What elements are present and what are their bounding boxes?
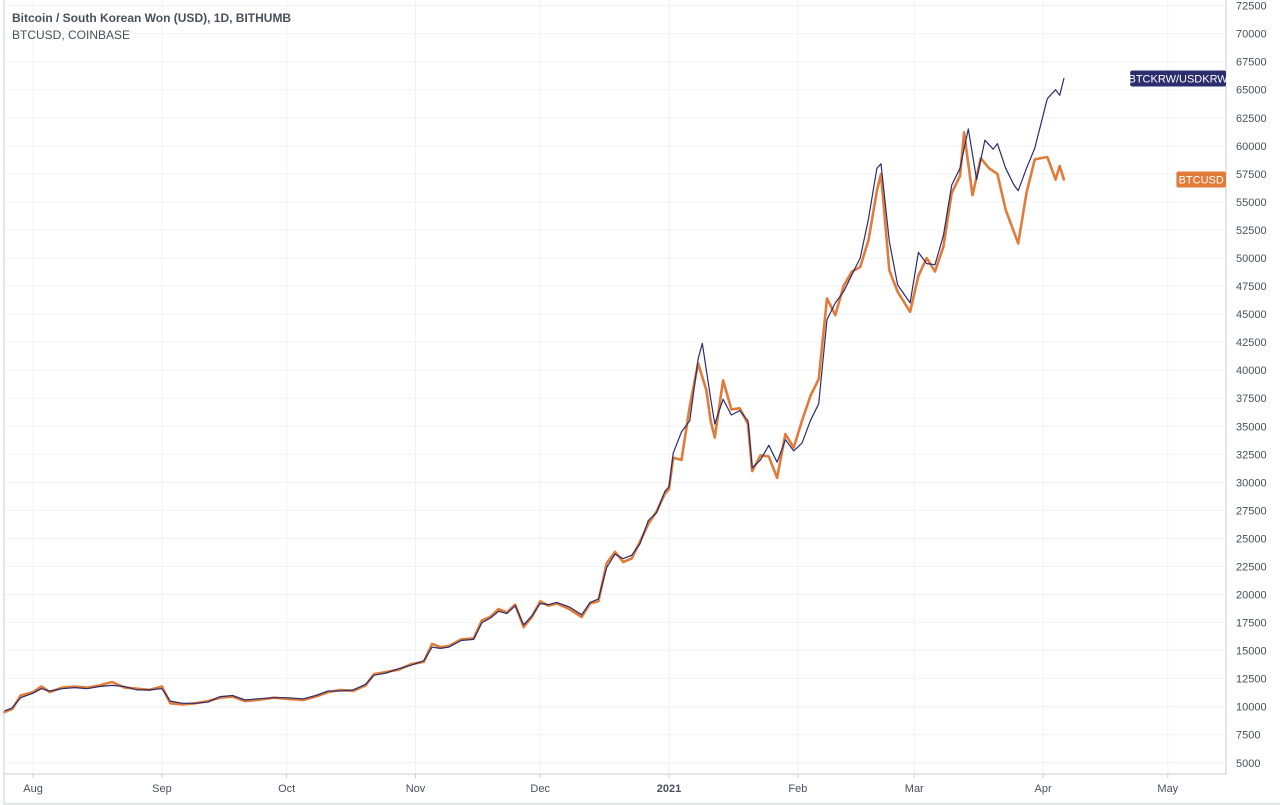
x-tick-label: May bbox=[1157, 783, 1178, 795]
y-tick-label: 27500 bbox=[1236, 505, 1267, 517]
x-tick-label: Feb bbox=[788, 783, 807, 795]
y-tick-label: 62500 bbox=[1236, 113, 1267, 125]
y-tick-label: 52500 bbox=[1236, 225, 1267, 237]
x-tick-label: Aug bbox=[23, 783, 43, 795]
y-tick-label: 60000 bbox=[1236, 141, 1267, 153]
y-tick-label: 72500 bbox=[1236, 1, 1267, 13]
y-tick-label: 47500 bbox=[1236, 281, 1267, 293]
y-tick-label: 17500 bbox=[1236, 618, 1267, 630]
last-value-tag-btckrw-usdkrw: BTCKRW/USDKRW bbox=[1128, 70, 1228, 87]
series-line-btcusd bbox=[2, 131, 1066, 714]
y-tick-label: 20000 bbox=[1236, 590, 1267, 602]
chart-title: Bitcoin / South Korean Won (USD), 1D, BI… bbox=[12, 11, 292, 25]
y-tick-label: 22500 bbox=[1236, 561, 1267, 573]
tag-layer: BTCUSD BTCKRW/USDKRW bbox=[1128, 70, 1228, 188]
y-tick-label: 32500 bbox=[1236, 449, 1267, 461]
grid-layer bbox=[4, 0, 1226, 774]
x-tick-label: Nov bbox=[406, 783, 426, 795]
y-tick-label: 65000 bbox=[1236, 85, 1267, 97]
y-tick-label: 10000 bbox=[1236, 702, 1267, 714]
x-tick-label: Sep bbox=[152, 783, 172, 795]
x-tick-label: Oct bbox=[278, 783, 295, 795]
y-tick-label: 50000 bbox=[1236, 253, 1267, 265]
y-tick-label: 70000 bbox=[1236, 29, 1267, 41]
y-tick-label: 12500 bbox=[1236, 674, 1267, 686]
chart-subtitle: BTCUSD, COINBASE bbox=[12, 28, 131, 42]
y-tick-label: 35000 bbox=[1236, 421, 1267, 433]
axis-layer: 5000 7500 10000 12500 15000 17500 20000 22500 25… bbox=[3, 0, 1280, 805]
y-tick-label: 15000 bbox=[1236, 646, 1267, 658]
y-tick-label: 42500 bbox=[1236, 337, 1267, 349]
chart-legend: Bitcoin / South Korean Won (USD), 1D, BI… bbox=[12, 10, 291, 44]
last-value-tag-bg bbox=[1130, 70, 1226, 87]
last-value-tag-btcusd: BTCUSD bbox=[1176, 171, 1226, 188]
y-tick-label: 57500 bbox=[1236, 169, 1267, 181]
series-layer bbox=[2, 77, 1066, 714]
y-tick-label: 45000 bbox=[1236, 309, 1267, 321]
last-value-tag-bg bbox=[1176, 171, 1226, 188]
y-tick-label: 37500 bbox=[1236, 393, 1267, 405]
x-tick-label: Mar bbox=[905, 783, 924, 795]
y-tick-label: 30000 bbox=[1236, 477, 1267, 489]
y-tick-label: 40000 bbox=[1236, 365, 1267, 377]
last-value-tag-label: BTCUSD bbox=[1179, 174, 1224, 186]
y-tick-label: 7500 bbox=[1236, 730, 1260, 742]
y-tick-label: 5000 bbox=[1236, 758, 1260, 770]
y-tick-label: 55000 bbox=[1236, 197, 1267, 209]
y-tick-label: 25000 bbox=[1236, 533, 1267, 545]
last-value-tag-label: BTCKRW/USDKRW bbox=[1128, 74, 1228, 86]
x-tick-label: Apr bbox=[1035, 783, 1052, 795]
y-tick-label: 67500 bbox=[1236, 57, 1267, 69]
x-tick-label: 2021 bbox=[657, 783, 681, 795]
x-tick-label: Dec bbox=[530, 783, 550, 795]
